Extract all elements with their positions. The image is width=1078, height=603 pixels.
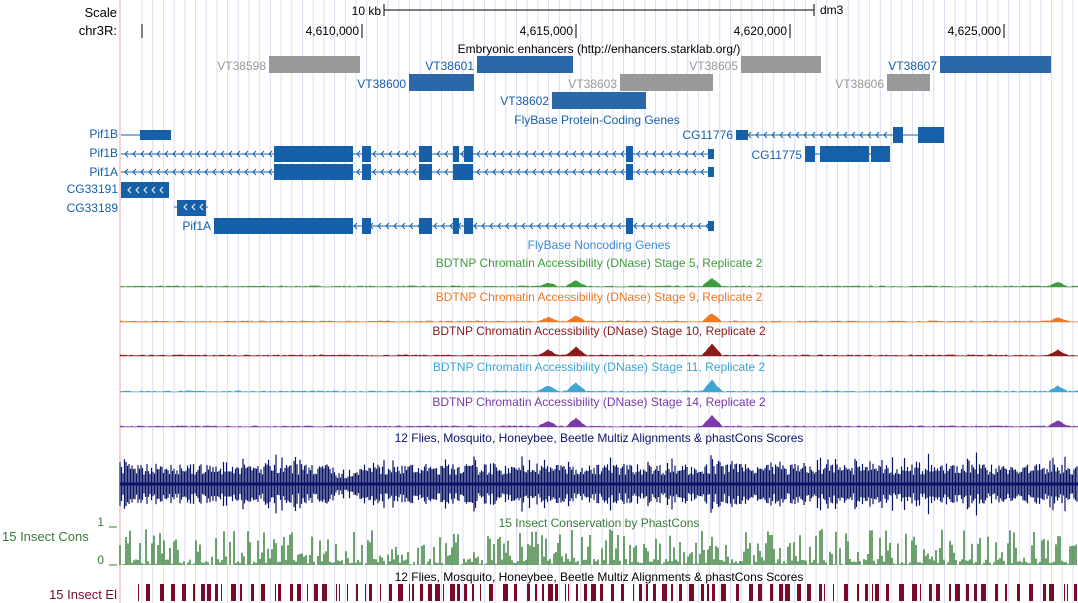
dnase-stage11-track[interactable]: BDTNP Chromatin Accessibility (DNase) St… [119,360,1078,393]
dnase-stage14-title: BDTNP Chromatin Accessibility (DNase) St… [432,395,766,409]
enhancer-label-vt38607: VT38607 [888,59,937,73]
gene-cg11776[interactable] [736,127,944,143]
enhancer-vt38603[interactable] [620,74,713,91]
dnase-stage9-signal [119,313,1078,323]
dnase-stage11-signal [119,379,1078,393]
phastcons-side-label: 15 Insect Cons [2,529,89,544]
enhancer-label-vt38605: VT38605 [689,59,738,73]
gene-label-pif1a-long: Pif1A [182,219,211,233]
dnase-stage5-signal [119,278,1078,288]
enhancer-vt38601[interactable] [477,56,573,73]
enhancers-track[interactable]: Embryonic enhancers (http://enhancers.st… [217,42,1051,109]
multiz-conservation-bars [119,452,1078,516]
ruler-track[interactable]: Scale chr3R: 10 kb dm3 4,610,000 4,615,0… [79,3,1005,38]
dnase-stage10-signal [119,343,1078,357]
phastcons-ymin: 0 [97,553,104,567]
dnase-stage14-track[interactable]: BDTNP Chromatin Accessibility (DNase) St… [119,395,1078,428]
enhancer-vt38600[interactable] [409,74,474,91]
conserved-element-blocks [138,584,1077,601]
gene-pif1a-long[interactable] [214,218,714,234]
enhancer-label-vt38602: VT38602 [500,94,549,108]
scale-label: Scale [84,5,117,20]
dnase-stage9-track[interactable]: BDTNP Chromatin Accessibility (DNase) St… [119,290,1078,323]
elements-title: 12 Flies, Mosquito, Honeybee, Beetle Mul… [395,570,804,584]
gene-pif1b-short[interactable] [121,130,171,140]
dnase-stage10-title: BDTNP Chromatin Accessibility (DNase) St… [432,324,766,338]
enhancer-label-vt38600: VT38600 [357,77,406,91]
phastcons-bars [119,529,1077,565]
ruler-tick-label-2: 4,615,000 [520,24,574,38]
dnase-stage14-signal [119,414,1078,428]
protein-coding-genes-track[interactable]: FlyBase Protein-Coding Genes Pif1B CG117… [67,113,944,234]
enhancer-label-vt38601: VT38601 [425,59,474,73]
gene-cg33189[interactable] [174,200,208,216]
dnase-stage9-title: BDTNP Chromatin Accessibility (DNase) St… [436,290,763,304]
gene-pif1b[interactable] [121,146,714,162]
strand-arrows [124,131,888,230]
genes-title: FlyBase Protein-Coding Genes [514,113,679,127]
gene-label-cg33191: CG33191 [67,182,119,196]
gene-label-pif1a: Pif1A [89,165,118,179]
multiz-track[interactable]: 12 Flies, Mosquito, Honeybee, Beetle Mul… [119,431,1078,516]
enhancer-vt38606[interactable] [887,74,930,91]
phastcons-title: 15 Insect Conservation by PhastCons [499,516,700,530]
conserved-elements-track[interactable]: 12 Flies, Mosquito, Honeybee, Beetle Mul… [49,570,1077,602]
gene-cg33191[interactable] [121,182,169,198]
gene-label-pif1b: Pif1B [89,146,118,160]
dnase-stage5-title: BDTNP Chromatin Accessibility (DNase) St… [436,256,763,270]
gene-label-cg33189: CG33189 [67,201,119,215]
enhancer-vt38598[interactable] [269,56,360,73]
scalebar [383,4,815,16]
dnase-stage5-track[interactable]: BDTNP Chromatin Accessibility (DNase) St… [119,256,1078,288]
dnase-stage11-title: BDTNP Chromatin Accessibility (DNase) St… [433,360,766,374]
enhancer-label-vt38606: VT38606 [835,77,884,91]
ruler-tick-label-1: 4,610,000 [306,24,360,38]
enhancer-label-vt38603: VT38603 [568,77,617,91]
assembly-label: dm3 [820,3,844,17]
enhancer-vt38607[interactable] [940,56,1051,73]
ruler-tick-label-4: 4,625,000 [948,24,1002,38]
noncoding-title: FlyBase Noncoding Genes [528,238,671,252]
gene-pif1a[interactable] [121,164,714,180]
scalebar-label: 10 kb [352,4,382,18]
enhancer-label-vt38598: VT38598 [217,59,266,73]
gene-label-pif1b-short: Pif1B [89,127,118,141]
enhancers-title: Embryonic enhancers (http://enhancers.st… [458,42,741,56]
multiz-title: 12 Flies, Mosquito, Honeybee, Beetle Mul… [395,431,804,445]
gene-cg11775[interactable] [805,146,890,162]
dnase-stage10-track[interactable]: BDTNP Chromatin Accessibility (DNase) St… [119,324,1078,357]
chrom-label: chr3R: [79,23,117,38]
phastcons-track[interactable]: 15 Insect Conservation by PhastCons 15 I… [2,515,1077,567]
ruler-tick-label-3: 4,620,000 [734,24,788,38]
enhancer-vt38602[interactable] [552,92,646,109]
gene-label-cg11776: CG11776 [683,128,734,142]
phastcons-ymax: 1 [97,515,104,529]
enhancer-vt38605[interactable] [741,56,821,73]
gene-label-cg11775: CG11775 [752,148,803,162]
elements-side-label: 15 Insect El [49,587,117,602]
